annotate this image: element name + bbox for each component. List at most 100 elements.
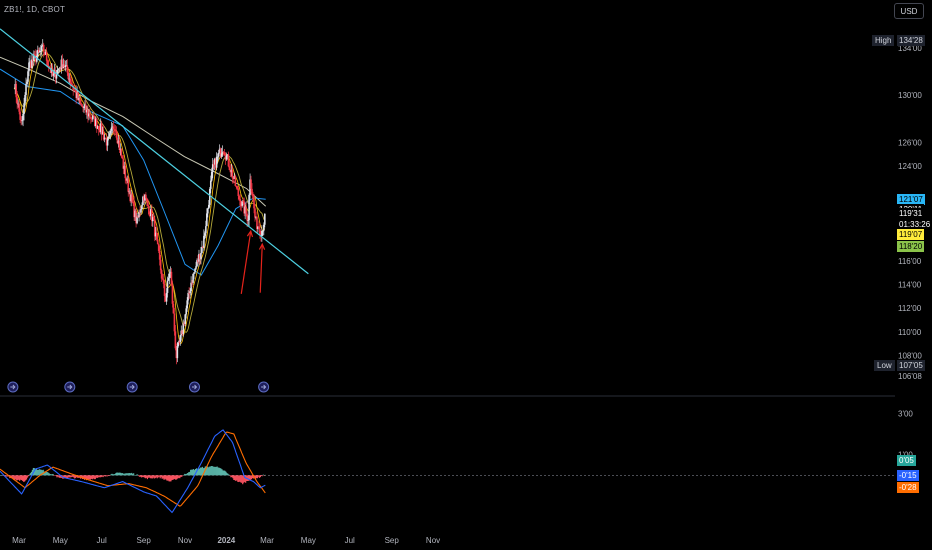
- candle: [136, 212, 138, 225]
- candle-body: [194, 268, 196, 273]
- candle-body: [221, 151, 224, 154]
- candle: [106, 136, 109, 152]
- histogram-bar: [192, 469, 195, 476]
- histogram-bar: [245, 475, 247, 483]
- histogram-bar: [211, 466, 213, 476]
- candle-body: [234, 175, 237, 186]
- currency-button[interactable]: USD: [894, 3, 924, 19]
- histogram-bar: [68, 475, 70, 478]
- price-pane[interactable]: 134'00 130'00 126'00 124'00 116'00 114'00 112'…: [0, 28, 922, 397]
- price-tag: 119'31: [897, 208, 925, 220]
- candle-body: [61, 59, 64, 69]
- candle: [39, 45, 42, 57]
- price-tick-label: 108'00: [898, 351, 922, 360]
- candle: [132, 197, 134, 207]
- histogram-bar: [153, 475, 155, 479]
- histogram-bar: [122, 473, 124, 476]
- candle: [198, 249, 200, 267]
- price-axis[interactable]: 134'00 130'00 126'00 124'00 116'00 114'00 112'…: [898, 44, 922, 381]
- histogram-bar: [142, 475, 145, 478]
- candle-body: [106, 138, 109, 146]
- histogram-bar: [157, 475, 159, 478]
- candle-body: [127, 178, 130, 192]
- candle: [26, 79, 28, 85]
- candle-body: [117, 140, 120, 144]
- oscillator-pane[interactable]: 3'001'00: [0, 409, 913, 514]
- candle-body: [107, 136, 110, 139]
- candle-body: [119, 148, 122, 150]
- histogram-bar: [67, 475, 69, 479]
- candle: [121, 155, 124, 159]
- candle-body: [259, 229, 261, 235]
- candle-body: [169, 271, 172, 274]
- candle-body: [151, 217, 154, 222]
- candle: [171, 280, 174, 308]
- candle-body: [150, 209, 152, 217]
- candle-body: [208, 188, 211, 205]
- candle: [216, 153, 219, 164]
- candle: [74, 89, 76, 93]
- candle-body: [252, 194, 254, 199]
- time-axis[interactable]: Mar May Jul Sep Nov 2024 Mar May Jul Sep Nov: [12, 536, 440, 545]
- ma-sma200-line: [0, 56, 267, 207]
- candle: [28, 57, 30, 77]
- candle-body: [84, 104, 86, 107]
- candle-body: [130, 194, 132, 202]
- candle-body: [94, 118, 97, 127]
- candle: [159, 254, 162, 274]
- histogram-bar: [102, 475, 104, 478]
- candle: [162, 273, 165, 289]
- candle: [130, 189, 132, 207]
- candle: [186, 297, 188, 312]
- candle: [101, 126, 104, 135]
- candle-body: [88, 113, 90, 117]
- histogram-bar: [97, 475, 99, 478]
- histogram-bar: [162, 475, 164, 479]
- candle-body: [232, 178, 235, 179]
- histogram-bar: [177, 475, 179, 479]
- price-tick-label: 116'00: [898, 257, 922, 266]
- candle: [95, 117, 98, 133]
- candle: [67, 67, 70, 82]
- time-tick-label: Jul: [97, 536, 107, 545]
- oscillator-value-tag: -0'15: [897, 470, 919, 481]
- histogram-bar: [69, 475, 71, 478]
- candle-body: [89, 113, 91, 118]
- candle: [160, 268, 163, 283]
- histogram-bar: [233, 475, 235, 480]
- histogram-bar: [251, 475, 254, 479]
- histogram-bar: [53, 475, 55, 476]
- histogram-bar: [175, 475, 177, 480]
- candle-body: [217, 152, 220, 157]
- candle: [29, 55, 31, 68]
- candle: [222, 150, 225, 156]
- histogram-bar: [182, 475, 184, 476]
- candle-body: [26, 81, 28, 84]
- histogram-bar: [88, 475, 91, 480]
- candle-body: [227, 154, 230, 167]
- event-markers[interactable]: [7, 381, 270, 393]
- candle-body: [181, 330, 184, 335]
- candle-body: [138, 211, 140, 218]
- histogram-bar: [168, 475, 170, 482]
- candle-body: [59, 68, 62, 70]
- trendline[interactable]: [0, 28, 309, 275]
- candle-body: [213, 158, 216, 165]
- histogram-bar: [224, 470, 226, 476]
- ma-path: [13, 52, 266, 333]
- candle: [124, 160, 127, 184]
- histogram-bar: [63, 475, 65, 479]
- candle: [242, 197, 244, 205]
- ma-mid-line: [13, 52, 266, 333]
- oscillator-axis[interactable]: 3'001'00: [898, 409, 913, 459]
- histogram-bar: [147, 475, 149, 478]
- candle-body: [195, 266, 197, 269]
- candle-body: [173, 313, 176, 332]
- candle-body: [21, 120, 23, 122]
- candle: [66, 59, 69, 76]
- histogram-bar: [257, 475, 260, 477]
- price-tag: 118'20: [897, 241, 925, 253]
- candle: [187, 290, 189, 305]
- annotation-arrows[interactable]: [240, 229, 266, 294]
